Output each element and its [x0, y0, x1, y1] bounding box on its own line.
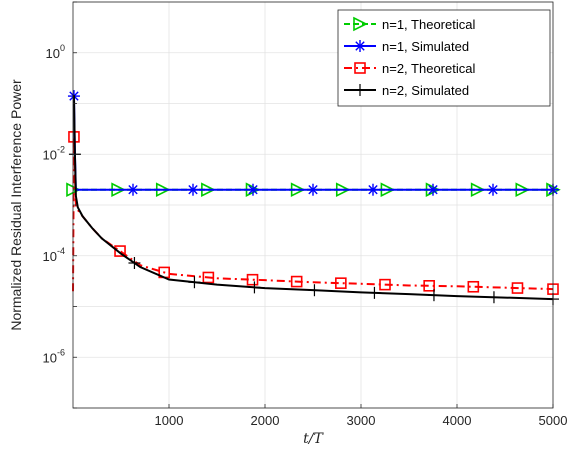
x-axis-label: t/T — [303, 431, 324, 447]
data-point — [247, 183, 259, 196]
data-point — [367, 183, 379, 196]
x-tick-label: 1000 — [155, 413, 184, 428]
series-layer — [66, 90, 561, 306]
data-point — [128, 257, 141, 270]
data-point — [188, 276, 201, 289]
legend-entry: n=1, Simulated — [344, 39, 469, 54]
y-tick-label: 10-6 — [43, 347, 65, 365]
data-point — [335, 277, 347, 289]
y-axis-label: Normalized Residual Interference Power — [8, 79, 24, 331]
x-tick-label: 4000 — [443, 413, 472, 428]
legend: n=1, Theoretical n=1, Simulated n=2, Theor… — [337, 9, 551, 107]
data-point — [307, 183, 319, 196]
data-point — [487, 183, 499, 196]
marker-stroke — [428, 185, 438, 195]
data-point — [246, 273, 259, 286]
legend-label: n=2, Theoretical — [382, 61, 475, 76]
marker-stroke — [248, 185, 258, 195]
data-point — [511, 282, 524, 294]
legend-label: n=2, Simulated — [382, 83, 469, 98]
y-tick-label: 100 — [46, 43, 65, 61]
data-point — [368, 286, 381, 299]
legend-marker — [354, 40, 366, 52]
legend-label: n=1, Simulated — [382, 39, 469, 54]
data-point — [308, 284, 321, 297]
data-point — [467, 280, 480, 293]
series-line — [72, 95, 554, 301]
legend-label: n=1, Theoretical — [382, 17, 475, 32]
data-point — [290, 275, 303, 288]
data-point — [487, 291, 500, 304]
data-point — [127, 183, 139, 196]
ticks: 1000 2000 3000 4000 5000 10-6 10-4 10-2 100 — [43, 1, 568, 428]
data-point — [379, 278, 391, 291]
marker-stroke — [355, 41, 365, 51]
y-tick-label: 10-2 — [43, 144, 65, 162]
legend-marker — [354, 84, 366, 96]
marker-stroke — [308, 185, 318, 195]
legend-entry: n=2, Theoretical — [344, 61, 475, 76]
legend-entry: n=1, Theoretical — [344, 16, 475, 32]
y-tick-label: 10-4 — [43, 246, 65, 264]
legend-marker — [353, 16, 368, 32]
data-point — [114, 245, 126, 257]
data-point — [248, 281, 261, 294]
marker-stroke — [488, 185, 498, 195]
data-point — [427, 183, 439, 196]
marker-stroke — [188, 185, 198, 195]
data-point — [423, 280, 435, 292]
x-tick-label: 3000 — [347, 413, 376, 428]
data-point — [202, 271, 215, 284]
data-point — [187, 183, 199, 196]
x-tick-label: 5000 — [539, 413, 568, 428]
legend-marker — [354, 62, 366, 74]
marker-stroke — [128, 185, 138, 195]
data-point — [427, 289, 440, 302]
legend-entry: n=2, Simulated — [344, 83, 469, 98]
marker-stroke — [368, 185, 378, 195]
x-tick-label: 2000 — [251, 413, 280, 428]
